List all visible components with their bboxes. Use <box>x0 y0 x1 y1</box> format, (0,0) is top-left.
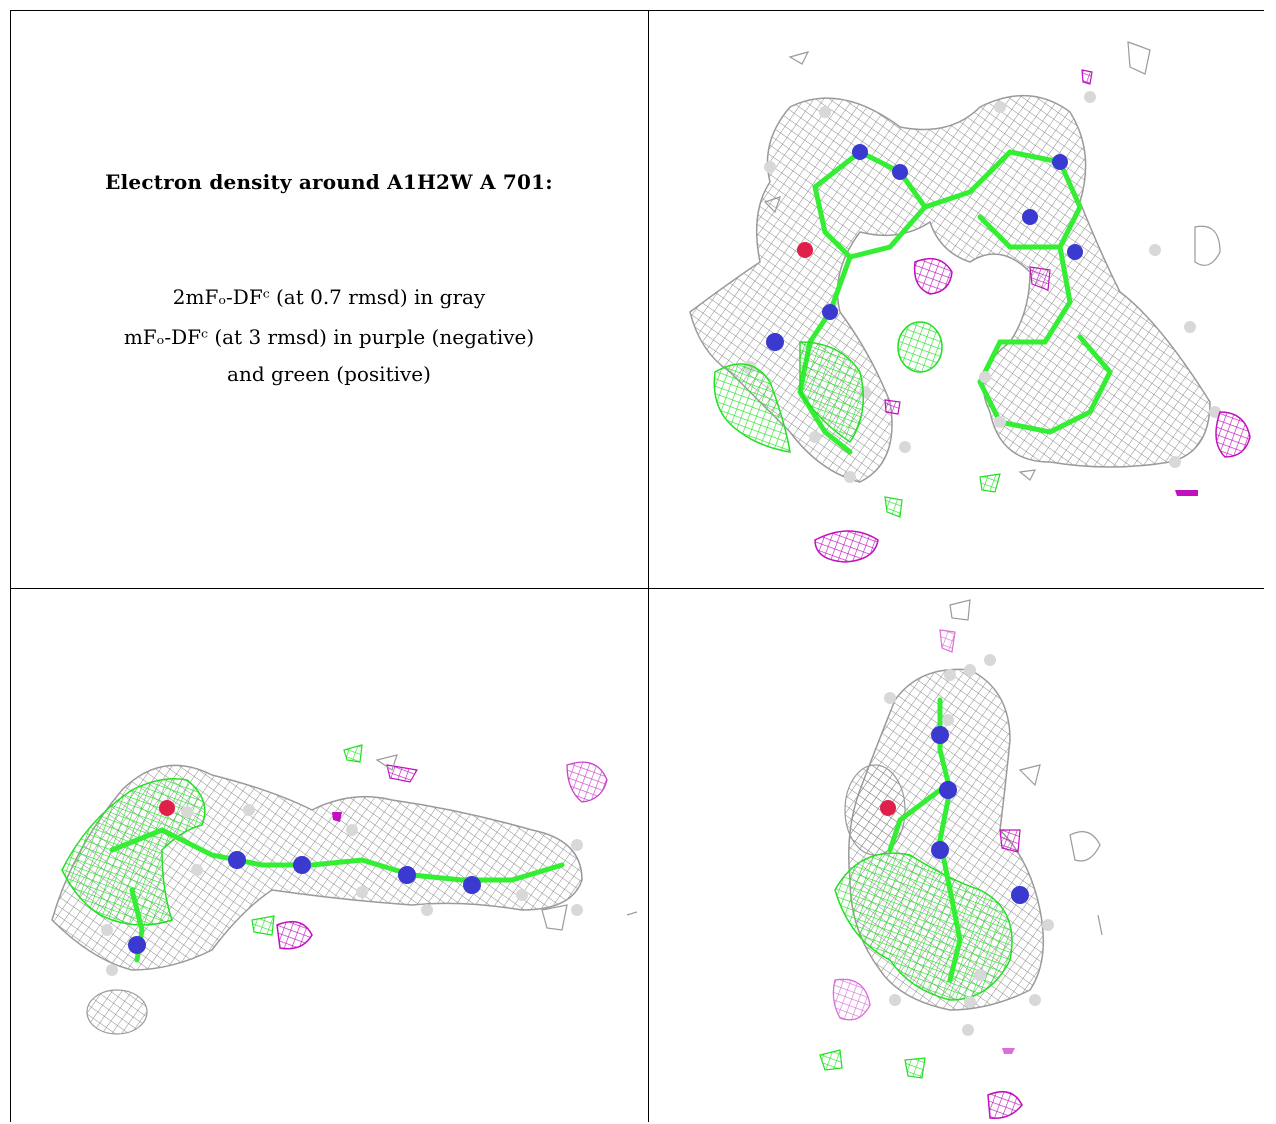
view-bottom-right <box>650 590 1262 1122</box>
difference-negative-mesh <box>814 69 1251 563</box>
table-border-center <box>648 10 649 1122</box>
caption-line-fofc-positive: and green (positive) <box>227 362 431 386</box>
caption-line-fofc-negative: mFₒ-DFᶜ (at 3 rmsd) in purple (negative) <box>123 325 535 349</box>
view-top-right <box>650 12 1262 586</box>
density-fragments <box>949 599 1103 936</box>
difference-negative-mesh <box>276 761 608 950</box>
figure-table: Electron density around A1H2W A 701: 2mF… <box>10 10 1264 1122</box>
atoms <box>880 654 1054 1036</box>
table-border-middle <box>10 588 1264 589</box>
difference-positive-mesh <box>819 852 1013 1079</box>
difference-negative-mesh <box>832 629 1023 1119</box>
ligand-bonds <box>887 697 963 983</box>
table-border-top <box>10 10 1264 11</box>
table-border-left <box>10 10 11 1122</box>
caption-cell: Electron density around A1H2W A 701: 2mF… <box>10 10 648 580</box>
caption-line-2fofc: 2mFₒ-DFᶜ (at 0.7 rmsd) in gray <box>172 285 486 309</box>
view-bottom-left <box>12 590 646 1122</box>
atoms <box>101 800 583 976</box>
atoms <box>744 91 1221 483</box>
difference-positive-mesh <box>713 321 1001 518</box>
caption-title: Electron density around A1H2W A 701: <box>105 170 553 194</box>
density-fragments <box>763 41 1221 481</box>
density-fragments <box>375 754 638 931</box>
